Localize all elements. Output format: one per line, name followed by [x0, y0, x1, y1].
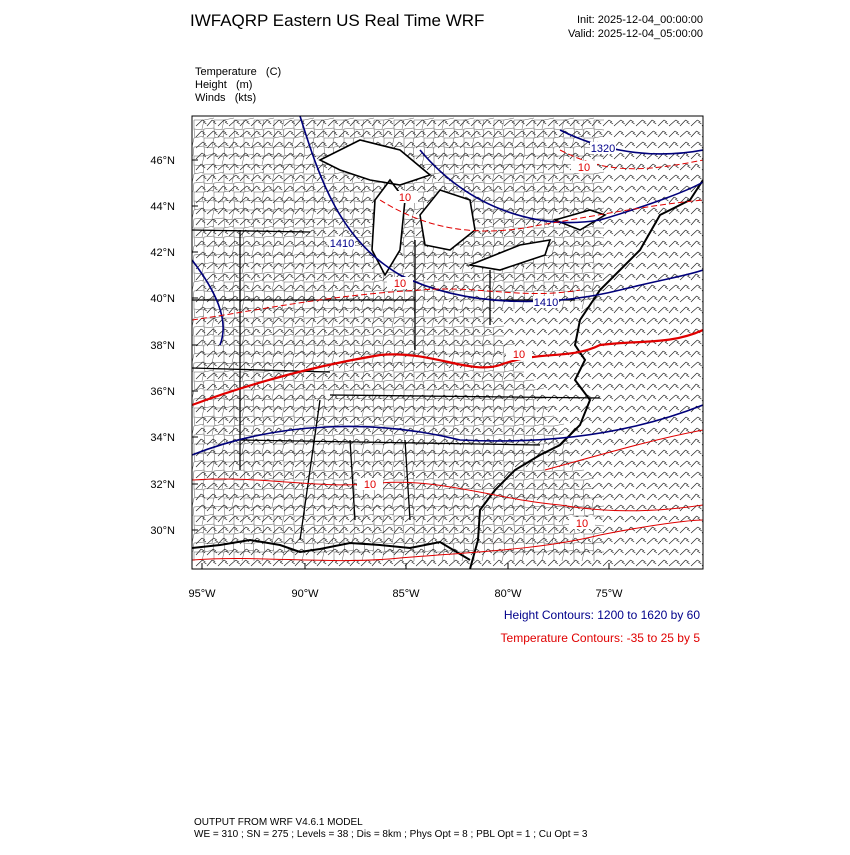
contour-label-bg	[590, 142, 616, 154]
contour-label-bg	[569, 517, 595, 529]
title: IWFAQRP Eastern US Real Time WRF	[190, 11, 484, 30]
contour-label-bg	[533, 296, 559, 308]
county-lines	[192, 117, 605, 562]
contour-label-bg	[387, 277, 413, 289]
footer-model: OUTPUT FROM WRF V4.6.1 MODEL	[194, 817, 363, 828]
height-contours	[192, 116, 703, 456]
init-time: Init: 2025-12-04_00:00:00	[577, 14, 703, 26]
temperature-contours	[192, 149, 703, 562]
map-frame	[191, 115, 704, 570]
lat-label: 46°N	[150, 155, 175, 167]
field-label: Height (m)	[195, 79, 252, 91]
contour-labels: 1320 1410 1410 10 10 10 10 10 10	[329, 142, 616, 530]
valid-time: Valid: 2025-12-04_05:00:00	[568, 28, 703, 40]
contour-label: 10	[578, 162, 590, 174]
lat-label: 38°N	[150, 340, 175, 352]
lon-label: 90°W	[291, 588, 319, 600]
axes: 46°N 44°N 42°N 40°N 38°N 36°N 34°N 32°N 30°N 95°W…	[150, 155, 623, 600]
state-lines	[192, 229, 601, 541]
lat-label: 32°N	[150, 479, 175, 491]
contour-label: 10	[576, 518, 588, 530]
contour-label: 10	[513, 349, 525, 361]
lat-label: 40°N	[150, 293, 175, 305]
temperature-legend: Temperature Contours: -35 to 25 by 5	[501, 631, 701, 645]
footer-settings: WE = 310 ; SN = 275 ; Levels = 38 ; Dis …	[194, 829, 588, 840]
field-label: Winds (kts)	[195, 92, 256, 104]
contour-label-bg	[357, 478, 383, 490]
lat-label: 44°N	[150, 201, 175, 213]
lat-label: 34°N	[150, 432, 175, 444]
contour-label: 10	[399, 192, 411, 204]
map-layers: 1320 1410 1410 10 10 10 10 10 10	[192, 116, 703, 569]
contour-label-bg	[329, 237, 355, 249]
contour-label: 10	[394, 278, 406, 290]
coastline	[192, 179, 703, 569]
contour-label-bg	[571, 161, 597, 173]
contour-label: 10	[364, 479, 376, 491]
lon-label: 80°W	[494, 588, 522, 600]
field-label: Temperature (C)	[195, 66, 281, 78]
height-legend: Height Contours: 1200 to 1620 by 60	[504, 608, 700, 622]
lon-label: 85°W	[392, 588, 420, 600]
lat-label: 30°N	[150, 525, 175, 537]
lon-label: 75°W	[595, 588, 623, 600]
lat-label: 42°N	[150, 247, 175, 259]
contour-label: 1410	[330, 238, 354, 250]
lat-label: 36°N	[150, 386, 175, 398]
contour-label: 1320	[591, 143, 615, 155]
contour-label-bg	[506, 348, 532, 360]
contour-label: 1410	[534, 297, 558, 309]
contour-label-bg	[392, 191, 418, 203]
lon-label: 95°W	[188, 588, 216, 600]
